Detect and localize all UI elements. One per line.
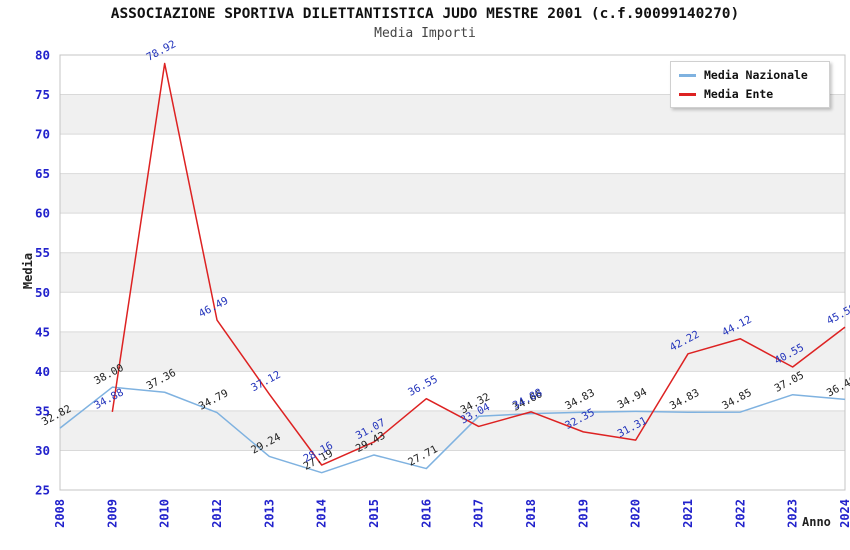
x-tick-label: 2023 — [786, 499, 800, 528]
y-tick-label: 30 — [35, 443, 50, 458]
x-tick-label: 2014 — [315, 499, 329, 528]
legend-item-media-nazionale: Media Nazionale — [679, 68, 821, 82]
data-label-nazionale: 34.83 — [668, 387, 702, 412]
data-label-nazionale: 36.46 — [825, 374, 850, 399]
x-tick-label: 2019 — [576, 499, 590, 528]
y-tick-label: 80 — [35, 48, 50, 63]
y-tick-label: 35 — [35, 403, 50, 418]
data-label-ente: 34.88 — [511, 386, 545, 411]
x-tick-label: 2008 — [53, 499, 67, 528]
y-axis-title: Media — [21, 252, 35, 290]
data-label-nazionale: 37.05 — [772, 369, 806, 394]
x-tick-label: 2010 — [158, 499, 172, 528]
y-tick-label: 25 — [35, 483, 50, 498]
y-tick-label: 45 — [35, 324, 50, 339]
plot-band — [60, 410, 845, 451]
data-label-ente: 78.92 — [144, 38, 178, 63]
plot-border — [59, 54, 846, 491]
y-tick-label: 55 — [35, 245, 50, 260]
data-label-nazionale: 34.85 — [720, 387, 754, 412]
x-tick-label: 2020 — [629, 499, 643, 528]
plot-band — [60, 331, 845, 372]
legend-item-media-ente: Media Ente — [679, 87, 821, 101]
y-tick-label: 65 — [35, 166, 50, 181]
x-tick-label: 2022 — [733, 499, 747, 528]
legend-label-nazionale: Media Nazionale — [704, 68, 808, 82]
y-tick-label: 40 — [35, 364, 50, 379]
data-label-ente: 36.55 — [406, 373, 440, 398]
legend-label-ente: Media Ente — [704, 87, 774, 101]
ente-line-swatch-icon — [679, 92, 696, 96]
x-tick-label: 2013 — [262, 499, 276, 528]
x-tick-label: 2015 — [367, 499, 381, 528]
data-label-nazionale: 34.79 — [197, 387, 231, 412]
y-tick-label: 50 — [35, 285, 50, 300]
chart-title: ASSOCIAZIONE SPORTIVA DILETTANTISTICA JU… — [110, 6, 740, 22]
x-tick-label: 2024 — [838, 499, 850, 528]
x-tick-label: 2017 — [472, 499, 486, 528]
plot-band — [60, 173, 845, 214]
x-tick-label: 2016 — [419, 499, 433, 528]
nazionale-line — [59, 386, 846, 474]
y-tick-label: 70 — [35, 127, 50, 142]
nazionale-line-swatch-icon — [679, 73, 696, 77]
data-label-nazionale: 34.94 — [615, 386, 649, 411]
data-label-ente: 45.59 — [825, 302, 850, 327]
x-tick-label: 2021 — [681, 499, 695, 528]
x-tick-label: 2018 — [524, 499, 538, 528]
ente-line — [111, 62, 846, 466]
x-tick-label: 2009 — [105, 499, 119, 528]
chart-subtitle: Media Importi — [374, 26, 476, 41]
y-tick-label: 75 — [35, 87, 50, 102]
x-tick-label: 2012 — [210, 499, 224, 528]
data-label-ente: 46.49 — [197, 295, 231, 320]
x-axis-title: Anno — [802, 515, 831, 529]
legend: Media Nazionale Media Ente — [670, 61, 830, 108]
y-tick-label: 60 — [35, 206, 50, 221]
plot-band — [60, 252, 845, 293]
